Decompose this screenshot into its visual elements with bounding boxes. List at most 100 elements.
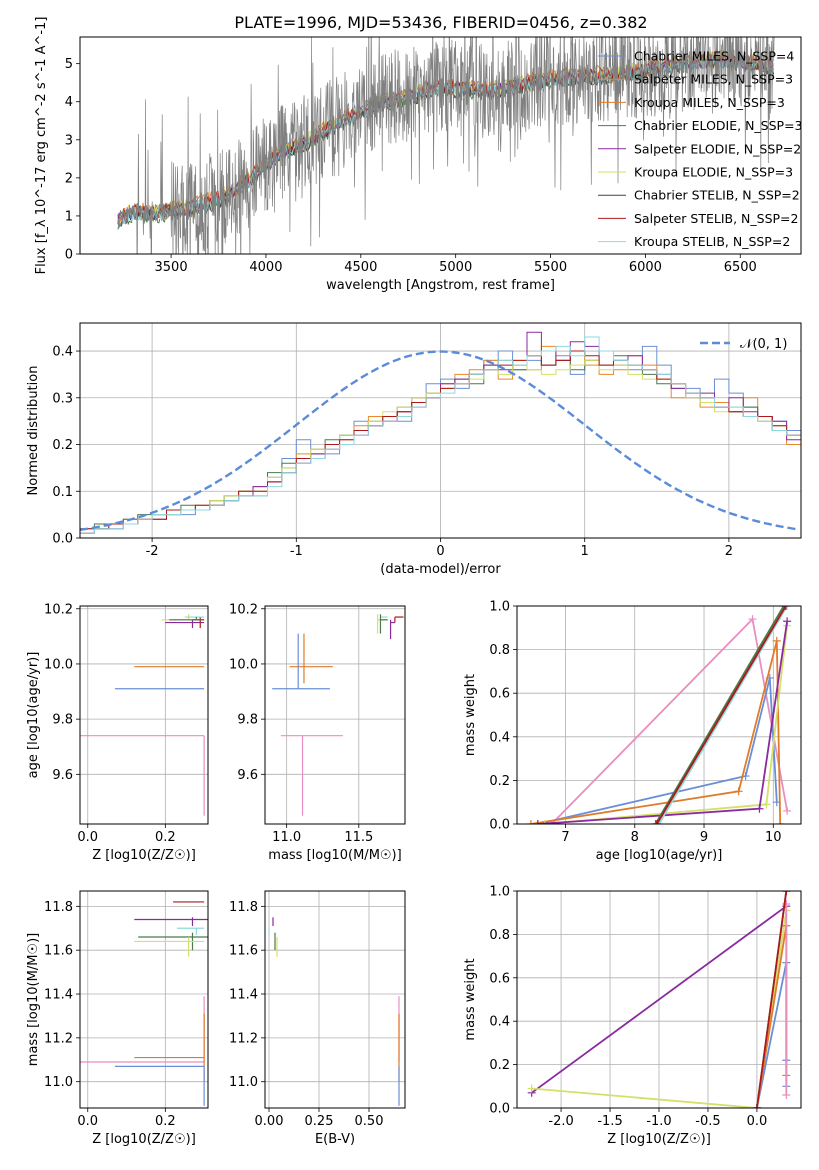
y-tick-label: 9.8: [52, 713, 73, 728]
x-tick-label: 0.0: [77, 830, 98, 845]
y-tick-label: 1: [65, 209, 73, 224]
plot-area: [272, 614, 404, 816]
x-tick-label: 3500: [155, 260, 188, 275]
residual-histogram: [80, 331, 801, 534]
y-axis-label: age [log10(age/yr)]: [26, 652, 41, 779]
plot-area: [80, 614, 205, 816]
weight-marker: [734, 787, 743, 796]
weight-line: [756, 891, 788, 1108]
x-tick-label: 4500: [344, 260, 377, 275]
x-tick-label: 5000: [439, 260, 472, 275]
legend-entry: Chabrier MILES, N_SSP=4: [634, 49, 794, 64]
x-tick-label: 0.00: [255, 1114, 284, 1129]
y-tick-label: 2: [65, 171, 73, 186]
panel-age-vs-mass: 11.0 11.5 9.6 9.8 10.0 10.2 mass [log10(M/M☉)]: [229, 602, 406, 863]
plot-area: [268, 917, 400, 1106]
legend: Chabrier MILES, N_SSP=4 Salpeter MILES, N…: [598, 49, 803, 249]
legend: 𝒩(0, 1): [700, 337, 787, 352]
y-tick-label: 0: [65, 248, 73, 263]
y-tick-label: 0.8: [489, 643, 510, 658]
x-tick-label: 0.25: [305, 1114, 334, 1129]
y-tick-label: 0.4: [489, 730, 510, 745]
panel-residuals: -2 -1 0 1 2 0.0 0.1 0.2 0.3 0.4 (data-model)/error…: [26, 322, 802, 577]
weight-line: [531, 910, 788, 1108]
x-tick-label: 1: [581, 544, 589, 559]
weight-marker: [526, 820, 535, 824]
legend-entry: Kroupa STELIB, N_SSP=2: [634, 234, 790, 249]
y-tick-label: 11.6: [44, 944, 73, 959]
y-tick-label: 0.0: [489, 1102, 510, 1117]
y-tick-label: 0.8: [489, 928, 510, 943]
y-tick-label: 11.2: [44, 1031, 73, 1046]
weight-marker: [762, 800, 771, 809]
y-tick-label: 11.2: [229, 1031, 258, 1046]
x-tick-label: 6500: [724, 260, 757, 275]
weight-marker: [781, 606, 790, 610]
x-tick-label: -2.0: [548, 1114, 573, 1129]
x-tick-label: 5500: [534, 260, 567, 275]
axes-frame: [79, 605, 209, 825]
y-tick-label: 0.2: [489, 1058, 510, 1073]
observed-spectrum-line: [117, 37, 775, 254]
y-tick-label: 10.2: [44, 602, 73, 617]
x-axis-label: Z [log10(Z/Z☉)]: [607, 1132, 711, 1147]
x-tick-label: 4000: [249, 260, 282, 275]
gaussian-curve: [80, 350, 799, 531]
panel-mass-vs-ebv: 0.00 0.25 0.50 11.0 11.2 11.4 11.6 11.8 E(B-V): [229, 890, 406, 1147]
y-tick-label: 3: [65, 133, 73, 148]
x-tick-label: -1.5: [597, 1114, 622, 1129]
axes-frame: [264, 890, 406, 1109]
figure-title: PLATE=1996, MJD=53436, FIBERID=0456, z=0…: [234, 13, 647, 32]
panel-weight-vs-age: 7 8 9 10 0.0 0.2 0.4 0.6 0.8 1.0 age [log10(age/yr…: [463, 600, 802, 863]
weight-marker: [776, 820, 785, 824]
weight-marker: [783, 606, 792, 610]
x-tick-label: 7: [561, 830, 569, 845]
x-tick-label: -2: [146, 544, 159, 559]
weight-line: [530, 640, 782, 824]
y-tick-label: 0.0: [52, 532, 73, 547]
y-tick-label: 11.0: [229, 1075, 258, 1090]
y-tick-label: 0.1: [52, 485, 73, 500]
residual-histogram: [80, 345, 801, 530]
y-tick-label: 11.8: [44, 900, 73, 915]
x-axis-label: age [log10(age/yr)]: [596, 848, 723, 863]
weight-marker: [782, 891, 791, 895]
y-axis-label: mass weight: [463, 674, 478, 756]
y-tick-label: 10.0: [44, 657, 73, 672]
x-axis-label: wavelength [Angstrom, rest frame]: [326, 278, 555, 293]
weight-marker: [527, 1084, 536, 1093]
weight-marker: [783, 806, 792, 815]
y-tick-label: 11.0: [44, 1075, 73, 1090]
legend-entry: Kroupa ELODIE, N_SSP=3: [634, 165, 793, 180]
x-tick-label: 11.0: [272, 830, 301, 845]
legend-entry: Salpeter STELIB, N_SSP=2: [634, 211, 798, 226]
weight-marker: [651, 820, 660, 824]
y-tick-label: 5: [65, 57, 73, 72]
x-tick-label: -1: [290, 544, 303, 559]
x-axis-label: mass [log10(M/M☉)]: [268, 848, 401, 863]
weight-marker: [783, 617, 792, 626]
panel-age-vs-Z: 0.0 0.2 9.6 9.8 10.0 10.2 Z [log10(Z/Z☉)] age […: [26, 602, 209, 863]
axes-frame: [516, 890, 802, 1109]
weight-line: [656, 606, 787, 824]
axes-frame: [79, 322, 802, 539]
weight-line: [658, 606, 788, 824]
x-tick-label: -1.0: [646, 1114, 671, 1129]
panel-spectrum: 3500 4000 4500 5000 5500 6000 6500 0 1 2 3 4 5 wavele…: [34, 17, 803, 293]
x-tick-label: 10: [765, 830, 782, 845]
weight-marker: [782, 1090, 791, 1099]
x-tick-label: 0.0: [77, 1114, 98, 1129]
y-tick-label: 10.0: [229, 657, 258, 672]
y-tick-label: 0.2: [52, 438, 73, 453]
legend-entry: Chabrier ELODIE, N_SSP=3: [634, 118, 803, 133]
x-tick-label: 6000: [629, 260, 662, 275]
y-tick-label: 0.4: [52, 345, 73, 360]
weight-marker: [652, 820, 661, 824]
x-tick-label: 0: [436, 544, 444, 559]
weight-line: [531, 905, 787, 1094]
weight-marker: [772, 636, 781, 645]
legend-entry: Kroupa MILES, N_SSP=3: [634, 95, 785, 110]
residual-histogram: [80, 350, 801, 530]
x-tick-label: 0.2: [155, 1114, 176, 1129]
